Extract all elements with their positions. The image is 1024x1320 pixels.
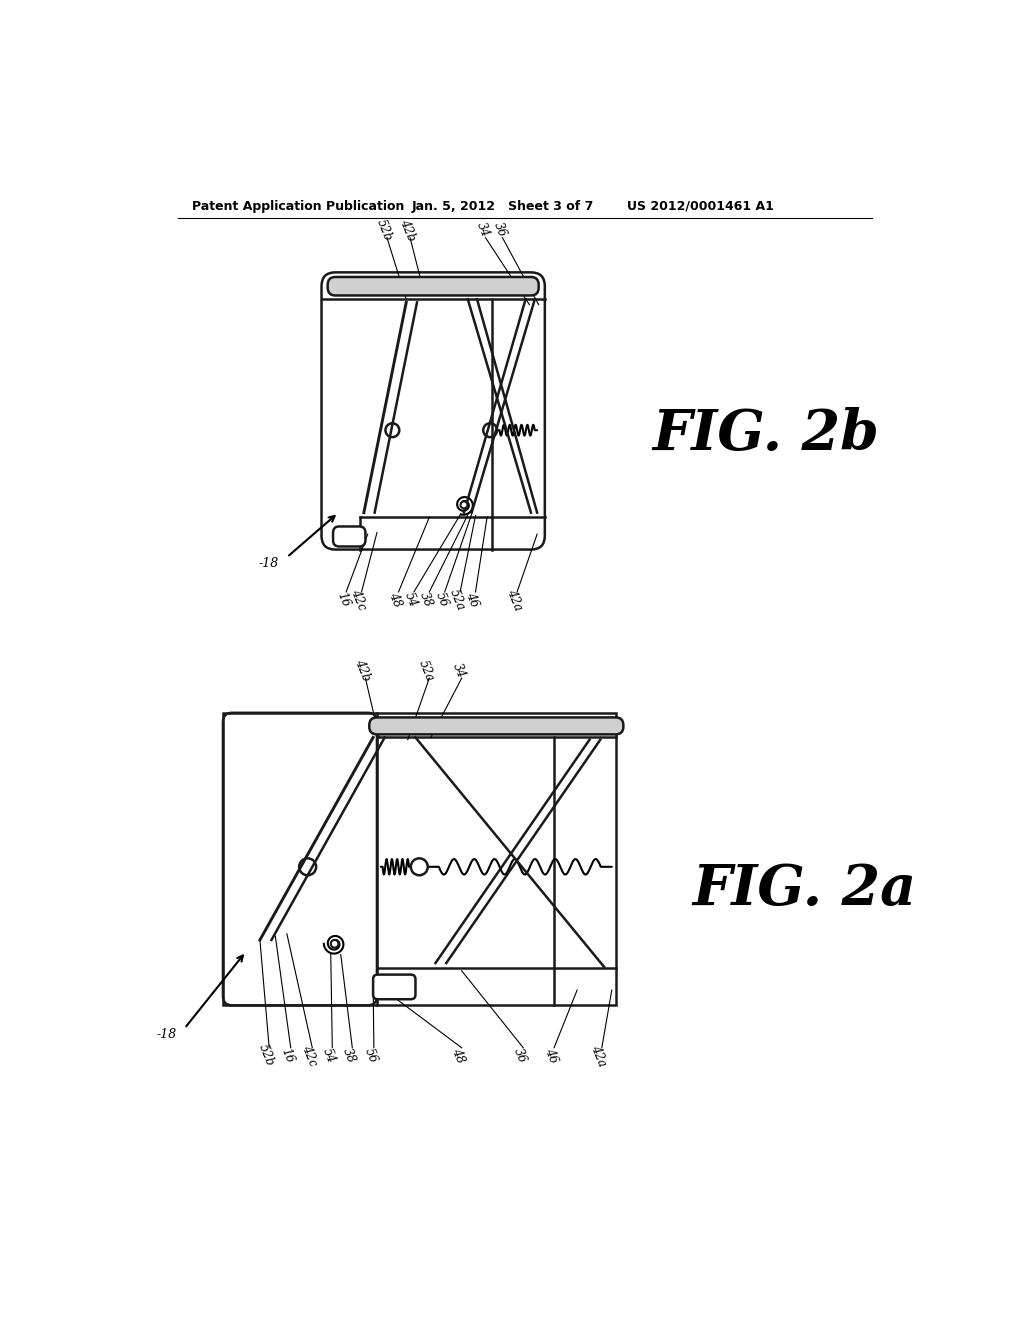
Text: 48: 48: [450, 1045, 467, 1065]
Text: 38: 38: [340, 1045, 358, 1065]
Text: 48: 48: [387, 590, 404, 609]
Text: FIG. 2b: FIG. 2b: [652, 407, 880, 462]
FancyBboxPatch shape: [373, 974, 416, 999]
Text: 34: 34: [474, 220, 493, 239]
Text: 42a: 42a: [504, 587, 524, 612]
Text: 42b: 42b: [352, 657, 373, 684]
Text: 36: 36: [511, 1045, 529, 1065]
Text: 46: 46: [464, 590, 481, 609]
Text: 16: 16: [279, 1045, 297, 1065]
FancyBboxPatch shape: [328, 277, 539, 296]
Bar: [223, 713, 615, 1006]
Text: 54: 54: [402, 590, 420, 609]
Text: FIG. 2a: FIG. 2a: [692, 862, 916, 917]
Text: 42c: 42c: [348, 587, 369, 612]
Text: 46: 46: [542, 1045, 560, 1065]
Text: Jan. 5, 2012   Sheet 3 of 7: Jan. 5, 2012 Sheet 3 of 7: [412, 199, 594, 213]
Text: 56: 56: [361, 1045, 380, 1065]
Circle shape: [461, 502, 467, 508]
Text: 52a: 52a: [416, 657, 436, 682]
Text: 42b: 42b: [397, 218, 418, 243]
Text: 54: 54: [321, 1045, 338, 1065]
Text: -18: -18: [157, 1028, 177, 1041]
Text: -18: -18: [259, 557, 280, 570]
Text: 36: 36: [492, 220, 509, 239]
Text: 52b: 52b: [256, 1043, 276, 1068]
FancyBboxPatch shape: [370, 718, 624, 734]
Text: 56: 56: [433, 590, 451, 609]
Text: 42a: 42a: [589, 1043, 609, 1068]
Circle shape: [331, 940, 339, 948]
FancyBboxPatch shape: [333, 527, 366, 546]
Text: Patent Application Publication: Patent Application Publication: [193, 199, 404, 213]
Text: 42c: 42c: [299, 1043, 319, 1068]
Text: 16: 16: [334, 590, 352, 609]
Text: 38: 38: [418, 590, 435, 609]
Text: US 2012/0001461 A1: US 2012/0001461 A1: [628, 199, 774, 213]
Text: 52a: 52a: [446, 587, 467, 612]
Text: 34: 34: [450, 661, 467, 680]
Text: 52b: 52b: [375, 218, 395, 243]
